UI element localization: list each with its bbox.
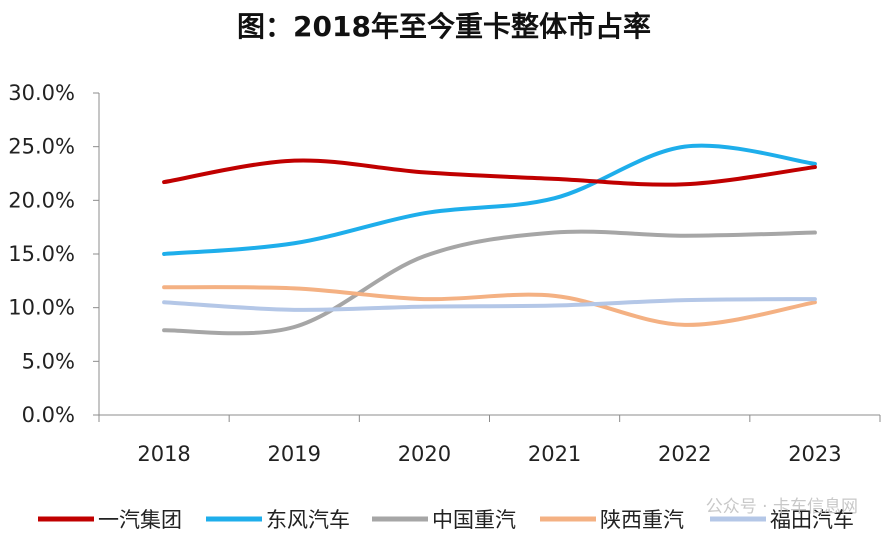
series-line-4 bbox=[162, 285, 817, 327]
watermark: 公众号 · 卡车信息网 bbox=[706, 497, 858, 517]
y-tick-label: 15.0% bbox=[8, 242, 75, 266]
series-lines bbox=[162, 143, 817, 336]
y-tick-label: 25.0% bbox=[8, 135, 75, 159]
series-line-2 bbox=[162, 143, 817, 256]
axes: 0.0% 5.0% 10.0% 15.0% 20.0% 25.0% 30.0% 2018 201… bbox=[8, 81, 881, 466]
x-tick-label: 2022 bbox=[658, 442, 711, 466]
chart-title: 图：2018年至今重卡整体市占率 bbox=[237, 10, 651, 43]
y-tick-label: 10.0% bbox=[8, 296, 75, 320]
series-line-5 bbox=[162, 297, 817, 312]
x-tick-label: 2020 bbox=[398, 442, 451, 466]
y-tick-label: 20.0% bbox=[8, 188, 75, 212]
series-line-3 bbox=[162, 229, 817, 336]
legend-label: 陕西重汽 bbox=[600, 508, 684, 532]
y-tick-label: 0.0% bbox=[22, 403, 75, 427]
legend-label: 福田汽车 bbox=[770, 508, 854, 532]
legend: 一汽集团 东风汽车 中国重汽 陕西重汽 福田汽车 bbox=[38, 508, 854, 532]
legend-label: 一汽集团 bbox=[98, 508, 182, 532]
legend-label: 中国重汽 bbox=[432, 508, 516, 532]
legend-label: 东风汽车 bbox=[266, 508, 350, 532]
x-tick-label: 2019 bbox=[268, 442, 321, 466]
y-tick-label: 30.0% bbox=[8, 81, 75, 105]
x-tick-label: 2018 bbox=[137, 442, 190, 466]
series-line-1 bbox=[162, 158, 817, 187]
x-tick-label: 2023 bbox=[788, 442, 841, 466]
y-tick-label: 5.0% bbox=[22, 349, 75, 373]
x-tick-label: 2021 bbox=[528, 442, 581, 466]
